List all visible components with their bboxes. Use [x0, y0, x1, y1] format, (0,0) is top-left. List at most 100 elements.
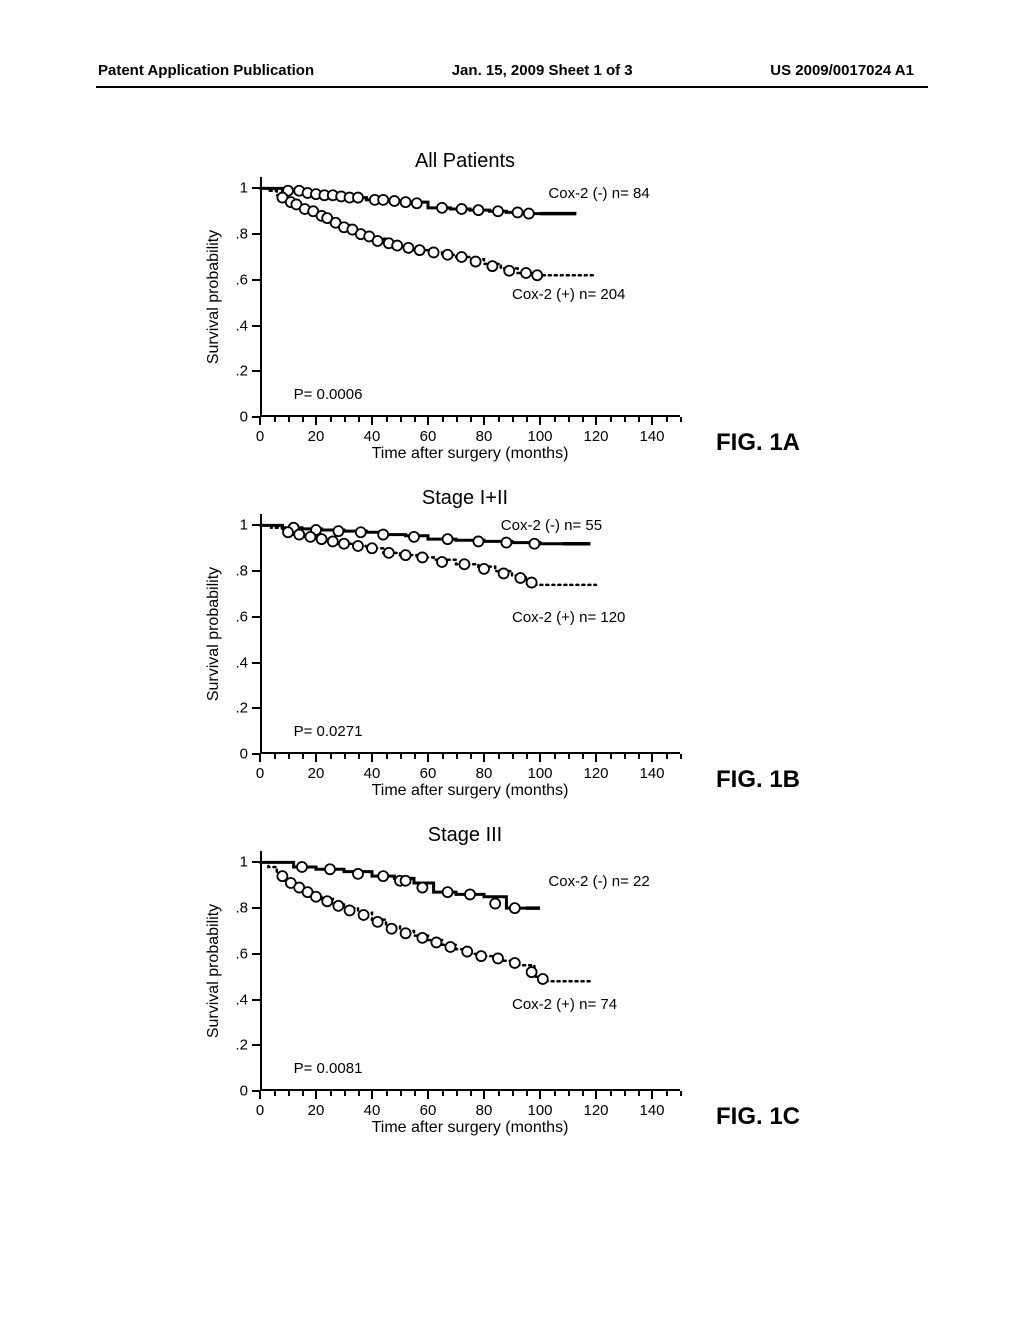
ytick-label: 0	[240, 746, 248, 763]
censor-marker-neg	[529, 539, 539, 549]
censor-marker-pos	[353, 541, 363, 551]
p-value-label: P= 0.0271	[294, 723, 363, 740]
xtick-minor	[638, 1091, 640, 1096]
xtick-minor	[442, 754, 444, 759]
cox2-pos-label: Cox-2 (+) n= 204	[512, 286, 625, 303]
xtick-minor	[666, 417, 668, 422]
xtick-label: 80	[476, 765, 493, 782]
xtick-label: 120	[583, 428, 608, 445]
xtick	[483, 417, 485, 425]
xtick-minor	[624, 754, 626, 759]
censor-marker-pos	[510, 958, 520, 968]
xtick-label: 60	[420, 428, 437, 445]
xtick-minor	[638, 417, 640, 422]
ytick	[252, 662, 260, 664]
censor-marker-neg	[473, 536, 483, 546]
censor-marker-neg	[297, 862, 307, 872]
xtick-minor	[302, 1091, 304, 1096]
ytick-label: .4	[235, 654, 248, 671]
xtick-minor	[414, 754, 416, 759]
xtick-minor	[302, 417, 304, 422]
plot-area: 0.2.4.6.81020406080100120140Time after s…	[260, 177, 680, 417]
xtick-minor	[638, 754, 640, 759]
xtick-label: 80	[476, 1102, 493, 1119]
censor-marker-pos	[462, 947, 472, 957]
censor-marker-pos	[333, 901, 343, 911]
xtick	[259, 1091, 261, 1099]
censor-marker-neg	[513, 207, 523, 217]
censor-marker-neg	[443, 887, 453, 897]
xtick	[651, 754, 653, 762]
xtick-label: 40	[364, 428, 381, 445]
plot-area: 0.2.4.6.81020406080100120140Time after s…	[260, 514, 680, 754]
xtick	[483, 754, 485, 762]
censor-marker-pos	[499, 568, 509, 578]
censor-marker-pos	[487, 261, 497, 271]
header-left: Patent Application Publication	[98, 62, 314, 79]
censor-marker-pos	[493, 953, 503, 963]
censor-marker-neg	[465, 889, 475, 899]
xtick-label: 40	[364, 765, 381, 782]
ytick	[252, 370, 260, 372]
y-axis-label: Survival probability	[205, 904, 223, 1038]
censor-marker-pos	[459, 559, 469, 569]
header-right: US 2009/0017024 A1	[770, 62, 914, 79]
ytick	[252, 953, 260, 955]
xtick-label: 0	[256, 1102, 264, 1119]
censor-marker-pos	[431, 937, 441, 947]
ytick-label: .8	[235, 563, 248, 580]
censor-marker-neg	[353, 869, 363, 879]
xtick-minor	[386, 1091, 388, 1096]
xtick	[315, 754, 317, 762]
censor-marker-pos	[339, 539, 349, 549]
xtick	[427, 417, 429, 425]
xtick-label: 0	[256, 765, 264, 782]
xtick-minor	[610, 1091, 612, 1096]
chart-2: Stage III0.2.4.6.81020406080100120140Tim…	[200, 824, 730, 1151]
cox2-neg-label: Cox-2 (-) n= 84	[548, 185, 649, 202]
survival-curves	[260, 514, 680, 754]
xtick-minor	[456, 754, 458, 759]
ytick-label: .8	[235, 226, 248, 243]
xtick	[259, 754, 261, 762]
xtick-minor	[582, 754, 584, 759]
xtick-minor	[624, 1091, 626, 1096]
censor-marker-pos	[317, 534, 327, 544]
xtick-minor	[288, 1091, 290, 1096]
censor-marker-pos	[457, 252, 467, 262]
censor-marker-pos	[373, 917, 383, 927]
censor-marker-pos	[359, 910, 369, 920]
ytick	[252, 279, 260, 281]
xtick-minor	[470, 417, 472, 422]
ytick-label: .4	[235, 991, 248, 1008]
chart-title: Stage I+II	[200, 487, 730, 510]
xtick-minor	[344, 1091, 346, 1096]
censor-marker-pos	[532, 270, 542, 280]
ytick	[252, 999, 260, 1001]
xtick-label: 140	[639, 765, 664, 782]
xtick-label: 120	[583, 765, 608, 782]
xtick-minor	[414, 1091, 416, 1096]
ytick	[252, 1044, 260, 1046]
censor-marker-pos	[527, 967, 537, 977]
figure-label: FIG. 1B	[716, 766, 800, 794]
censor-marker-pos	[294, 530, 304, 540]
xtick-label: 140	[639, 428, 664, 445]
ytick	[252, 907, 260, 909]
xtick-minor	[582, 417, 584, 422]
chart-0: All Patients0.2.4.6.81020406080100120140…	[200, 150, 730, 477]
xtick	[595, 754, 597, 762]
xtick-minor	[456, 417, 458, 422]
censor-marker-pos	[429, 247, 439, 257]
xtick-minor	[358, 417, 360, 422]
xtick	[259, 417, 261, 425]
censor-marker-pos	[305, 532, 315, 542]
censor-marker-pos	[345, 905, 355, 915]
xtick-label: 120	[583, 1102, 608, 1119]
xtick-label: 40	[364, 1102, 381, 1119]
xtick-minor	[400, 754, 402, 759]
xtick-minor	[400, 1091, 402, 1096]
x-axis-label: Time after surgery (months)	[372, 1119, 569, 1137]
censor-marker-pos	[479, 564, 489, 574]
ytick-label: .8	[235, 900, 248, 917]
